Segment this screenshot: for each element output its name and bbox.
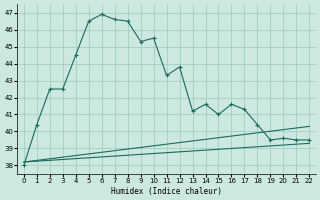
- X-axis label: Humidex (Indice chaleur): Humidex (Indice chaleur): [111, 187, 222, 196]
